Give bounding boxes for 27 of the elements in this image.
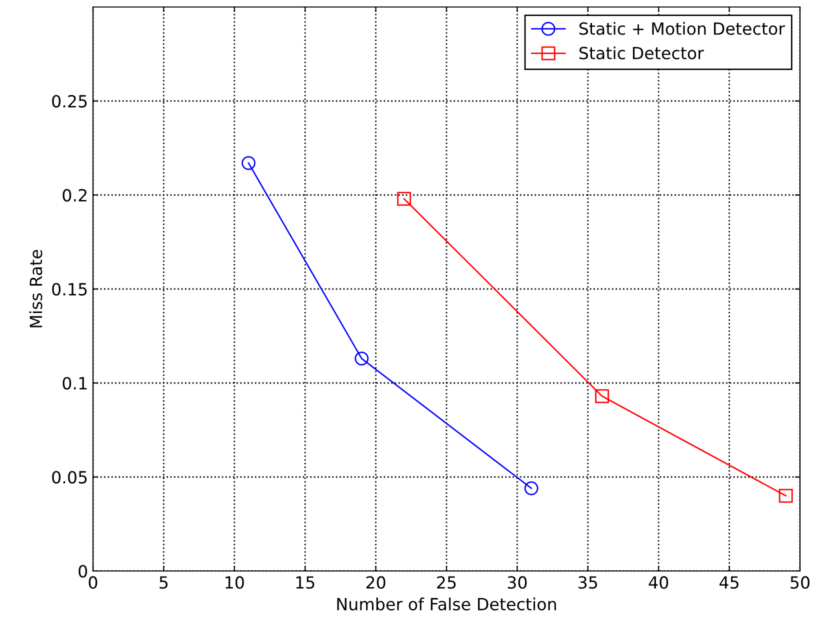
x-tick-label: 0 <box>88 576 98 589</box>
point <box>524 481 538 496</box>
x-tick-label: 40 <box>648 576 668 589</box>
point <box>397 192 412 206</box>
y-tick-label: 0.25 <box>52 94 87 108</box>
x-tick-label: 35 <box>578 576 598 589</box>
y-tick-label: 0 <box>78 564 88 578</box>
point <box>778 488 793 503</box>
x-tick-label: 50 <box>790 576 810 589</box>
x-axis-title: Number of False Detection <box>337 598 556 610</box>
x-tick-label: 30 <box>508 576 527 589</box>
x-tick-label: 25 <box>437 576 456 589</box>
y-tick-label: 0.1 <box>62 376 87 390</box>
legend-label: Static Detector <box>579 46 704 60</box>
y-tick-label: 0.15 <box>52 282 87 296</box>
point <box>595 389 609 404</box>
point <box>242 156 256 170</box>
x-tick-label: 10 <box>226 576 244 589</box>
y-tick-label: 0.05 <box>52 470 87 484</box>
x-tick-label: 5 <box>160 576 168 589</box>
legend-label: Static + Motion Detector <box>579 22 785 35</box>
y-axis-title: Miss Rate <box>29 250 42 328</box>
x-tick-label: 45 <box>720 576 738 589</box>
point <box>354 352 369 366</box>
y-tick-label: 0.2 <box>62 188 86 202</box>
x-tick-label: 15 <box>296 576 314 589</box>
x-tick-label: 20 <box>366 576 386 589</box>
